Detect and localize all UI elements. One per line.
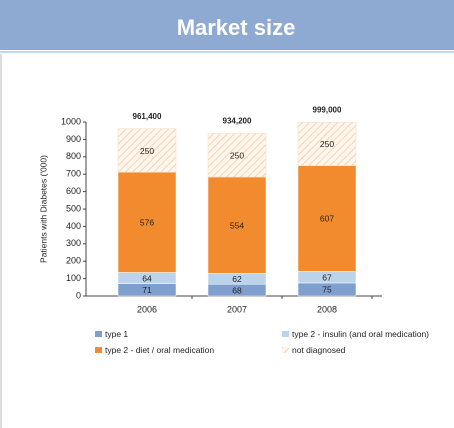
segment-label: 71 xyxy=(142,285,152,295)
legend-swatch xyxy=(282,331,289,337)
y-tick-label: 300 xyxy=(66,238,81,248)
y-tick-label: 700 xyxy=(66,169,81,179)
legend-label: type 1 xyxy=(105,329,128,339)
segment-label: 67 xyxy=(322,272,332,282)
segment-label: 607 xyxy=(320,214,334,224)
segment-label: 250 xyxy=(320,139,334,149)
y-tick-label: 1000 xyxy=(61,116,81,126)
y-tick-label: 100 xyxy=(66,273,81,283)
legend-label: not diagnosed xyxy=(292,345,346,355)
y-tick-label: 800 xyxy=(66,151,81,161)
segment-label: 62 xyxy=(232,274,242,284)
bar-segment xyxy=(207,133,267,178)
total-label: 934,200 xyxy=(223,117,252,126)
legend-label: type 2 - insulin (and oral medication) xyxy=(292,329,429,339)
bar-segment xyxy=(117,128,177,173)
x-tick-label: 2008 xyxy=(317,304,337,314)
legend-swatch xyxy=(282,347,289,353)
bar-segment xyxy=(117,172,177,273)
segment-label: 68 xyxy=(232,285,242,295)
x-tick-label: 2006 xyxy=(137,304,157,314)
header-bar xyxy=(0,0,454,50)
y-tick-label: 900 xyxy=(66,134,81,144)
y-axis-label: Patients with Diabetes ('000) xyxy=(38,155,48,263)
segment-label: 75 xyxy=(322,285,332,295)
segment-label: 64 xyxy=(142,273,152,283)
legend-label: type 2 - diet / oral medication xyxy=(105,345,214,355)
legend-swatch xyxy=(95,347,102,353)
segment-label: 554 xyxy=(230,220,244,230)
bar-segment xyxy=(207,176,267,274)
total-label: 961,400 xyxy=(133,112,162,121)
y-tick-label: 0 xyxy=(76,290,81,300)
y-tick-label: 400 xyxy=(66,221,81,231)
bar-segment xyxy=(297,165,357,272)
bar-segment xyxy=(297,121,357,166)
x-tick-label: 2007 xyxy=(227,304,247,314)
total-label: 999,000 xyxy=(313,105,342,114)
y-tick-label: 500 xyxy=(66,203,81,213)
y-tick-label: 200 xyxy=(66,256,81,266)
segment-label: 250 xyxy=(230,150,244,160)
segment-label: 576 xyxy=(140,218,154,228)
legend-swatch xyxy=(95,331,102,337)
segment-label: 250 xyxy=(140,146,154,156)
y-tick-label: 600 xyxy=(66,186,81,196)
chart-title: Market size xyxy=(177,15,296,40)
